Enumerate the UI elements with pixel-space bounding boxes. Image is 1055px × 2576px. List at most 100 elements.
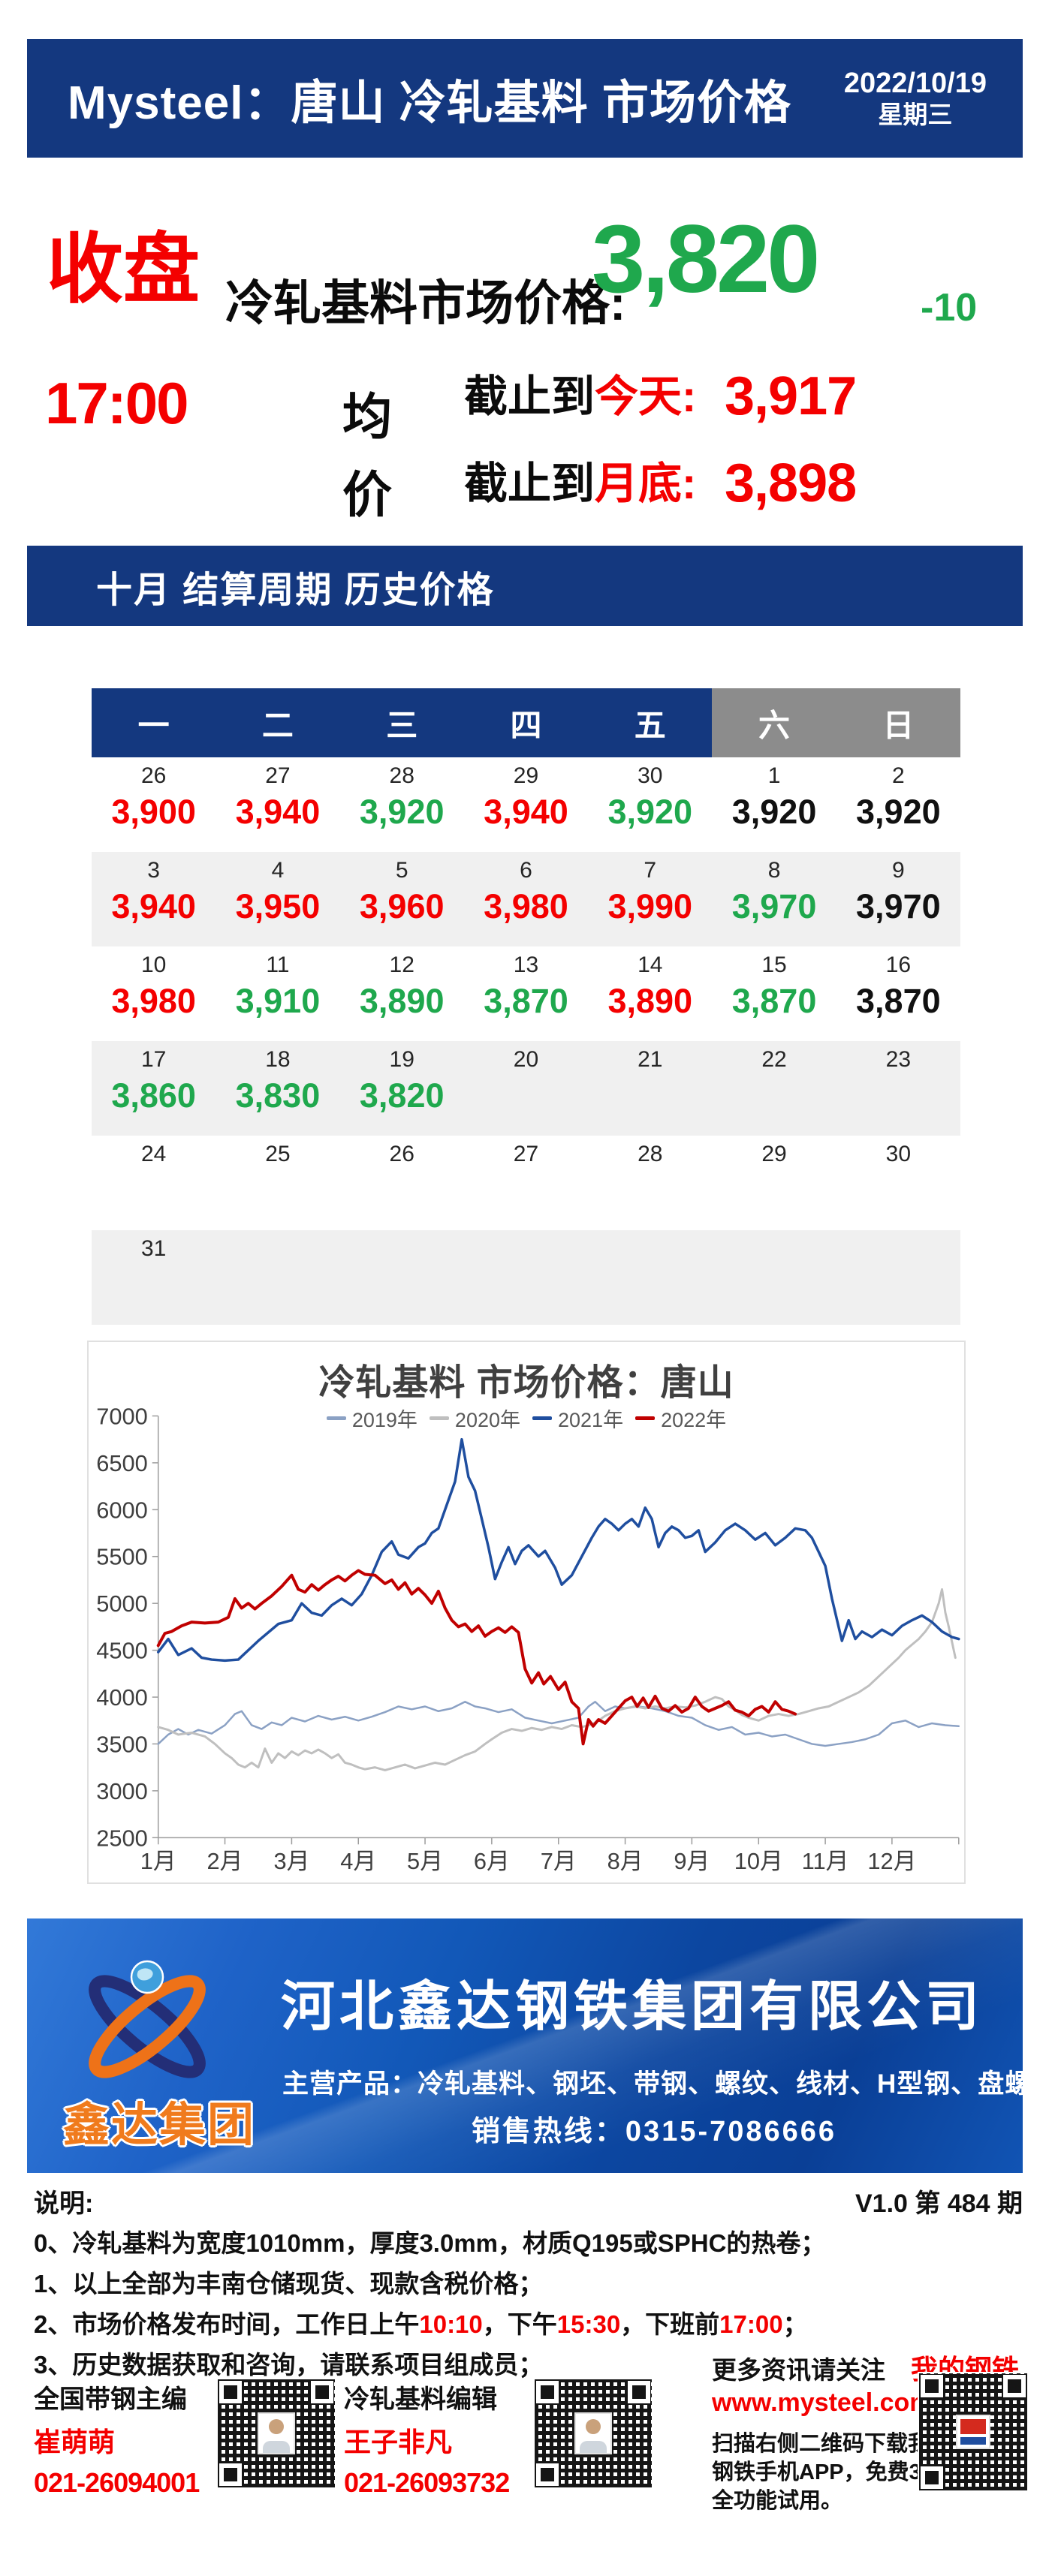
note-item: 3、历史数据获取和咨询，请联系项目组成员；: [34, 2351, 544, 2379]
app-promo-line: 扫描右侧二维码下载我的: [712, 2432, 952, 2456]
app-promo-line: 钢铁手机APP，免费30天: [712, 2460, 955, 2484]
calendar-day: 11: [266, 952, 290, 977]
cutoff-today-prefix: 截止到: [464, 372, 595, 421]
qr-finder-icon: [921, 2375, 943, 2397]
avatar: [574, 2412, 612, 2454]
calendar-cell: 6 3,980: [464, 852, 588, 946]
svg-text:12月: 12月: [867, 1848, 916, 1874]
calendar-day: 31: [140, 1236, 167, 1261]
calendar-weekday: 四: [463, 688, 589, 757]
calendar-day: 30: [885, 1142, 912, 1166]
close-price-value: 3,820: [592, 206, 820, 313]
legend-label: 2021年: [558, 1409, 624, 1431]
calendar-row: 31: [92, 1230, 960, 1325]
calendar-price: 3,960: [359, 887, 445, 925]
calendar-weekday: 三: [339, 688, 464, 757]
calendar-day: 26: [140, 763, 167, 788]
svg-text:8月: 8月: [607, 1848, 644, 1874]
legend-label: 2022年: [661, 1409, 727, 1431]
svg-text:9月: 9月: [674, 1848, 710, 1874]
calendar-price: 3,920: [856, 793, 941, 831]
calendar-weekday: 日: [836, 688, 960, 757]
calendar-price: 3,890: [359, 982, 445, 1020]
calendar-day: 4: [271, 858, 285, 883]
calendar-cell: 21: [588, 1041, 712, 1136]
calendar-day: 27: [513, 1142, 539, 1166]
calendar-price: 3,920: [731, 793, 817, 831]
cutoff-monthend-label: 月底:: [595, 459, 697, 508]
svg-text:3000: 3000: [96, 1778, 148, 1804]
sales-hotline: 销售热线：0315-7086666: [471, 2116, 837, 2147]
svg-text:4月: 4月: [340, 1848, 376, 1874]
calendar-day: 14: [638, 952, 663, 977]
svg-text:1月: 1月: [140, 1848, 176, 1874]
company-products: 主营产品：冷轧基料、钢坯、带钢、螺纹、线材、H型钢、盘螺: [282, 2069, 1023, 2099]
calendar-price: 3,970: [731, 887, 817, 925]
calendar-cell: 24: [92, 1136, 216, 1230]
calendar-cell: 29: [712, 1136, 836, 1230]
calendar-day: 28: [638, 1142, 663, 1166]
legend-item: 2019年: [326, 1404, 417, 1433]
calendar-price: 3,970: [856, 887, 941, 925]
company-banner: 鑫达集团 河北鑫达钢铁集团有限公司 主营产品：冷轧基料、钢坯、带钢、螺纹、线材、…: [27, 1918, 1023, 2173]
calendar-day: 17: [140, 1047, 167, 1072]
calendar-cell: 23: [836, 1041, 960, 1136]
website-link[interactable]: www.mysteel.com: [712, 2388, 933, 2417]
calendar-day: 29: [513, 763, 539, 788]
calendar-cell: 16 3,870: [836, 946, 960, 1041]
calendar-day: 16: [885, 952, 912, 977]
calendar-price: 3,890: [607, 982, 693, 1020]
qr-finder-icon: [219, 2463, 242, 2486]
price-change-badge: -10: [921, 286, 978, 330]
calendar-day: 21: [638, 1047, 663, 1072]
calendar-row: 3 3,940 4 3,950 5 3,960 6 3,980 7 3,990 8 3,970 9 3,9…: [92, 852, 960, 946]
svg-text:2500: 2500: [96, 1825, 148, 1851]
svg-text:11月: 11月: [802, 1848, 849, 1874]
calendar-cell: 8 3,970: [712, 852, 836, 946]
weekday-value: 星期三: [878, 101, 953, 128]
header-date: 2022/10/19 星期三: [844, 39, 987, 158]
calendar-cell: 3 3,940: [92, 852, 216, 946]
calendar-day: 13: [513, 952, 539, 977]
close-time: 17:00: [45, 370, 188, 436]
calendar-row: 24 25 26 27 28 29 30: [92, 1136, 960, 1230]
calendar-day: 9: [891, 858, 905, 883]
legend-item: 2021年: [532, 1404, 623, 1433]
svg-text:6500: 6500: [96, 1450, 148, 1476]
calendar-cell: [340, 1230, 464, 1325]
contact2-qr-code: [533, 2378, 653, 2489]
calendar-weekday: 一: [92, 688, 216, 757]
calendar-day: 27: [265, 763, 291, 788]
calendar-day: 2: [891, 763, 905, 788]
average-label-bottom: 价: [342, 467, 392, 522]
calendar-day: 22: [761, 1047, 787, 1072]
calendar-day: 28: [389, 763, 414, 788]
calendar-day: 3: [147, 858, 160, 883]
calendar-day: 12: [389, 952, 414, 977]
cutoff-monthend-prefix: 截止到: [464, 459, 595, 508]
calendar-cell: 19 3,820: [340, 1041, 464, 1136]
calendar-price: 3,870: [484, 982, 568, 1020]
calendar-price: 3,920: [359, 793, 445, 831]
calendar-price: 3,870: [731, 982, 817, 1020]
calendar-cell: 10 3,980: [92, 946, 216, 1041]
calendar-cell: 26: [340, 1136, 464, 1230]
calendar-cell: [588, 1230, 712, 1325]
period-title-bar: 十月 结算周期 历史价格: [27, 546, 1023, 626]
calendar-cell: 2 3,920: [836, 757, 960, 852]
calendar-price: 3,950: [235, 887, 321, 925]
calendar-cell: 4 3,950: [216, 852, 339, 946]
app-download-qr-code: [918, 2372, 1029, 2492]
calendar-cell: 27 3,940: [216, 757, 339, 852]
note-item: 1、以上全部为丰南仓储现货、现款含税价格；: [34, 2270, 544, 2298]
legend-label: 2019年: [351, 1409, 417, 1431]
calendar-cell: 9 3,970: [836, 852, 960, 946]
cutoff-today-label: 今天:: [595, 372, 697, 421]
contact1-role: 全国带钢主编: [34, 2385, 187, 2414]
qr-finder-icon: [219, 2381, 242, 2403]
calendar-cell: 11 3,910: [216, 946, 339, 1041]
svg-text:4000: 4000: [96, 1684, 148, 1711]
qr-finder-icon: [628, 2381, 650, 2403]
calendar-cell: 7 3,990: [588, 852, 712, 946]
contact1-name: 崔萌萌: [34, 2427, 116, 2457]
